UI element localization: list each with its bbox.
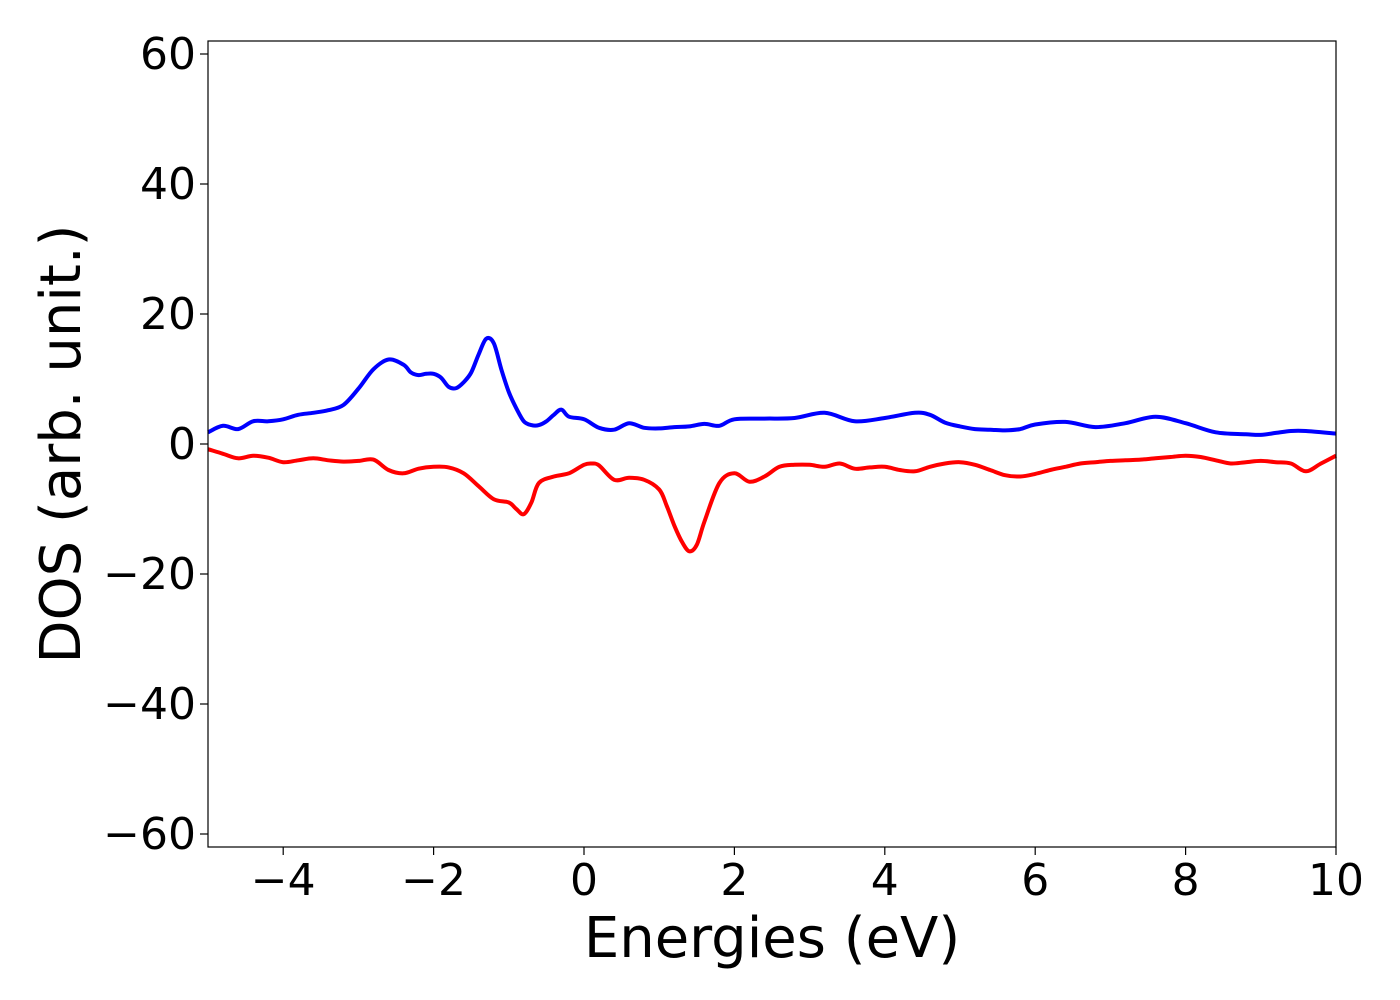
x-tick-label: −2	[401, 855, 466, 906]
x-axis-ticks: −4 −2 0 2 4 6 8 10	[251, 847, 1364, 906]
y-tick-label: −40	[103, 679, 196, 730]
x-tick-label: 4	[871, 855, 899, 906]
y-tick-label: 0	[168, 419, 196, 470]
series-lines	[207, 335, 1337, 554]
y-tick-label: 20	[140, 289, 196, 340]
series-line-blue	[207, 335, 1337, 437]
y-axis-title: DOS (arb. unit.)	[29, 224, 94, 663]
y-tick-label: −60	[103, 809, 196, 860]
x-tick-label: 8	[1172, 855, 1200, 906]
x-tick-label: 10	[1308, 855, 1364, 906]
x-tick-label: 6	[1021, 855, 1049, 906]
y-axis-ticks: −60 −40 −20 0 20 40 60	[103, 29, 208, 860]
plot-frame	[207, 40, 1337, 848]
series-line-red	[207, 447, 1337, 554]
x-tick-label: 0	[570, 855, 598, 906]
x-axis-title: Energies (eV)	[584, 906, 960, 971]
y-tick-label: 40	[140, 159, 196, 210]
y-tick-label: −20	[103, 549, 196, 600]
x-tick-label: −4	[251, 855, 316, 906]
y-tick-label: 60	[140, 29, 196, 80]
x-tick-label: 2	[720, 855, 748, 906]
